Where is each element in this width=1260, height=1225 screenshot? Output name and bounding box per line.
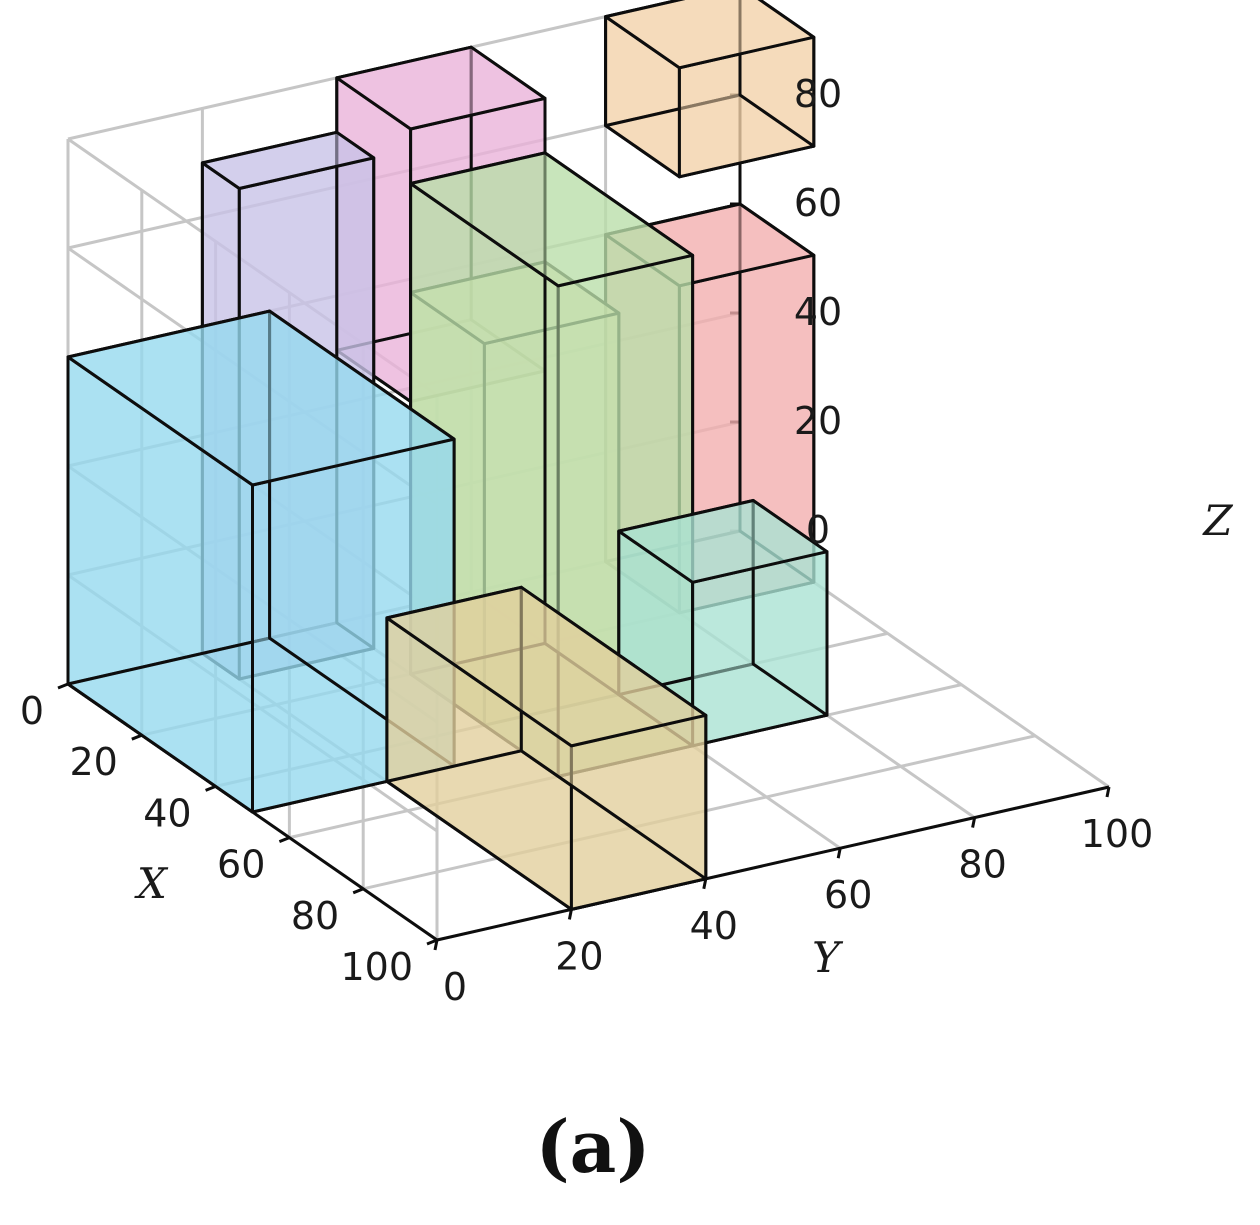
z-axis-label: Z	[1201, 496, 1233, 545]
z-tick-label: 80	[794, 72, 842, 116]
x-tick-label: 80	[291, 894, 339, 938]
x-tick-label: 40	[143, 791, 191, 835]
tan-box	[385, 585, 708, 911]
z-tick-label: 20	[794, 399, 842, 443]
y-tick-label: 100	[1081, 812, 1154, 856]
x-tick-mark	[426, 938, 438, 946]
y-tick-mark	[971, 817, 977, 828]
z-tick-label: 40	[794, 290, 842, 334]
y-tick-mark	[702, 878, 708, 890]
tan-box-face-5	[385, 585, 708, 748]
x-tick-mark	[278, 836, 290, 843]
z-tick-label: 100	[782, 0, 855, 7]
purple-box-face-5	[200, 130, 376, 190]
teal-box-face-5	[617, 499, 829, 584]
y-tick-label: 20	[555, 934, 603, 978]
y-tick-mark	[1105, 786, 1111, 798]
y-tick-mark	[567, 909, 573, 920]
tick-labels: 020406080100020406080100020406080100	[20, 0, 1153, 1009]
y-tick-mark	[836, 847, 842, 859]
z-tick-label: 60	[794, 181, 842, 225]
cyan-box-face-5	[66, 309, 456, 487]
x-tick-label: 60	[217, 843, 265, 887]
x-tick-label: 100	[340, 945, 413, 989]
x-axis-label: X	[134, 859, 169, 908]
figure-caption: (a)	[536, 1104, 651, 1189]
orange-box-face-5	[604, 0, 816, 70]
y-tick-label: 0	[443, 965, 467, 1009]
x-tick-label: 20	[69, 740, 117, 784]
y-tick-label: 80	[958, 843, 1006, 887]
y-tick-label: 60	[824, 873, 872, 917]
z-tick-label: 0	[806, 508, 830, 552]
orange-box	[604, 0, 816, 179]
x-tick-label: 0	[20, 689, 44, 733]
y-tick-mark	[433, 939, 439, 951]
y-axis-line	[436, 785, 1110, 942]
data-boxes	[66, 0, 829, 911]
x-tick-mark	[57, 682, 69, 690]
x-tick-mark	[352, 887, 364, 895]
y-axis-label: Y	[812, 933, 844, 982]
y-tick-label: 40	[690, 904, 738, 948]
pink-box-face-5	[335, 45, 547, 131]
green-box-face-5	[409, 151, 695, 288]
